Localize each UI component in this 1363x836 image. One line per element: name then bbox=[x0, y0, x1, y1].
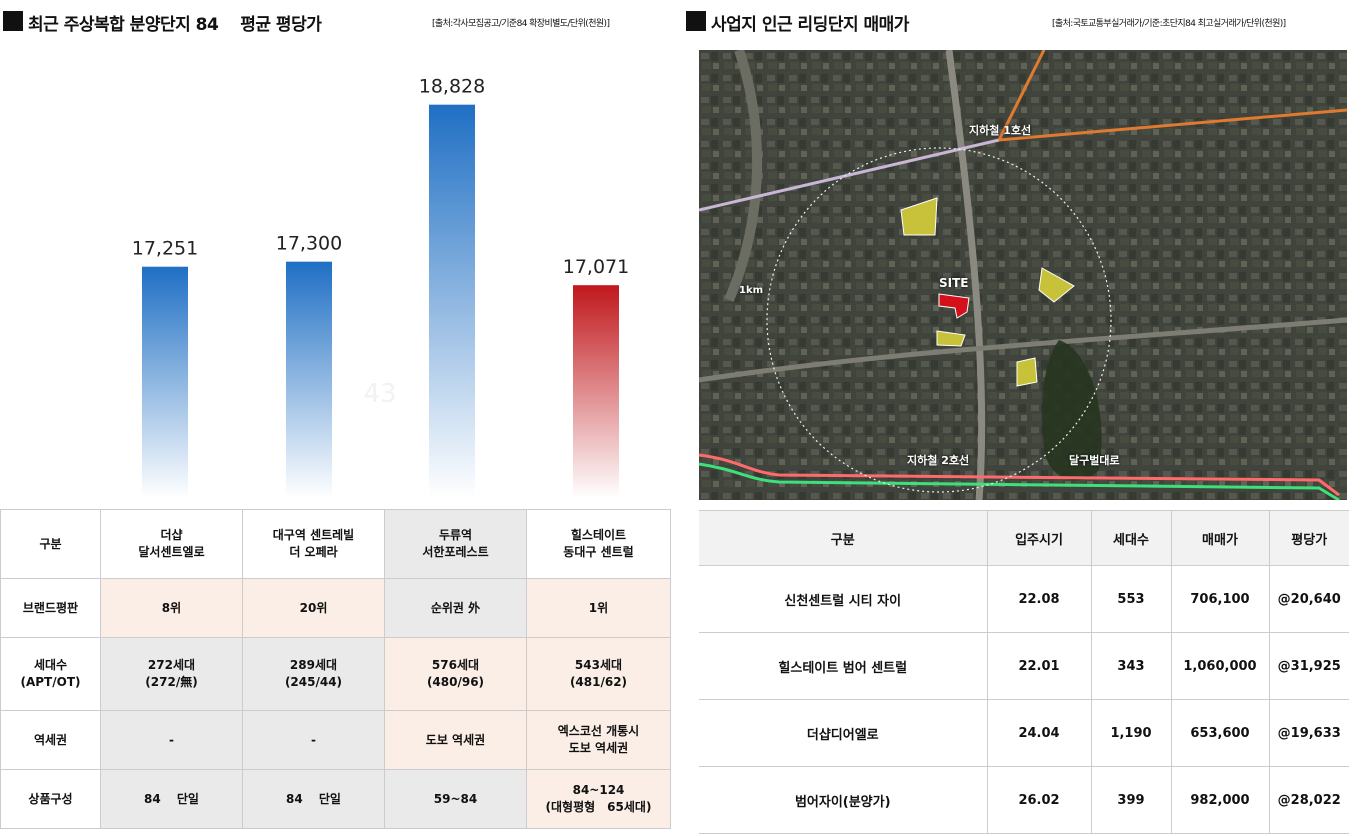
bar-4 bbox=[573, 285, 619, 498]
comparison-cell: 84 단일 bbox=[242, 769, 385, 829]
comparison-row-label: 브랜드평판 bbox=[0, 578, 101, 638]
complex-marker-1 bbox=[900, 197, 938, 236]
subway-line-2 bbox=[699, 453, 1340, 497]
price-header-row: 구분 입주시기 세대수 매매가 평당가 bbox=[699, 510, 1349, 566]
left-source: [출처:각사모집공고/기준84 확장비별도/단위(천원)] bbox=[432, 19, 610, 29]
comparison-cell: 84 단일 bbox=[100, 769, 243, 829]
ghost-watermark-label: 43 bbox=[363, 379, 396, 409]
price-header-cell: 구분 bbox=[699, 510, 987, 566]
price-cell: 신천센트럴 시티 자이 bbox=[699, 565, 987, 633]
price-row: 더샵디어엘로 24.04 1,190 653,600 @19,633 bbox=[699, 699, 1349, 767]
label-subway-2: 지하철 2호선 bbox=[907, 454, 970, 467]
subway-line-1-east bbox=[998, 108, 1347, 142]
map-image bbox=[699, 50, 1347, 500]
comparison-cell: 도보 역세권 bbox=[384, 710, 527, 770]
comparison-row: 역세권 - - 도보 역세권 엑스코선 개통시 도보 역세권 bbox=[0, 710, 671, 770]
right-source: [출처:국토교통부실거래가/기준:초단지84 최고실거래가/단위(천원)] bbox=[1052, 19, 1286, 29]
complex-marker-2 bbox=[1038, 267, 1075, 303]
price-cell: @31,925 bbox=[1268, 632, 1349, 700]
comparison-header-cell: 더샵 달서센트엘로 bbox=[100, 509, 243, 579]
complex-marker-4 bbox=[1016, 357, 1038, 387]
price-cell: 범어자이(분양가) bbox=[699, 766, 987, 834]
comparison-row: 브랜드평판 8위 20위 순위권 外 1위 bbox=[0, 578, 671, 638]
label-road: 달구벌대로 bbox=[1069, 454, 1120, 467]
bar-2 bbox=[286, 261, 332, 498]
price-cell: 982,000 bbox=[1170, 766, 1269, 834]
price-cell: 553 bbox=[1090, 565, 1171, 633]
price-cell: 힐스테이트 범어 센트럴 bbox=[699, 632, 987, 700]
comparison-row: 세대수 (APT/OT) 272세대 (272/無) 289세대 (245/44) 5… bbox=[0, 637, 671, 711]
comparison-header-cell: 힐스테이트 동대구 센트럴 bbox=[526, 509, 671, 579]
price-cell: 1,190 bbox=[1090, 699, 1171, 767]
comparison-header-cell: 대구역 센트레빌 더 오페라 bbox=[242, 509, 385, 579]
bar-value-label: 17,300 bbox=[276, 233, 342, 255]
price-cell: 1,060,000 bbox=[1170, 632, 1269, 700]
price-cell: @20,640 bbox=[1268, 565, 1349, 633]
price-cell: 653,600 bbox=[1170, 699, 1269, 767]
comparison-cell: 289세대 (245/44) bbox=[242, 637, 385, 711]
comparison-cell: 576세대 (480/96) bbox=[384, 637, 527, 711]
comparison-table: 구분 더샵 달서센트엘로 대구역 센트레빌 더 오페라 두류역 서한포레스트 힐스테이트… bbox=[0, 509, 671, 829]
comparison-header-cell: 구분 bbox=[0, 509, 101, 579]
price-cell: @28,022 bbox=[1268, 766, 1349, 834]
title-marker-left bbox=[3, 11, 23, 31]
comparison-cell: 엑스코선 개통시 도보 역세권 bbox=[526, 710, 671, 770]
comparison-header-cell: 두류역 서한포레스트 bbox=[384, 509, 527, 579]
comparison-row: 상품구성 84 단일 84 단일 59~84 84~124 (대형평형 65세대) bbox=[0, 769, 671, 829]
road-vertical bbox=[945, 50, 986, 500]
bar-1 bbox=[142, 266, 188, 498]
dalgubeol-road bbox=[699, 462, 1340, 500]
site-marker bbox=[938, 293, 970, 319]
comparison-cell: 543세대 (481/62) bbox=[526, 637, 671, 711]
bar-3 bbox=[429, 104, 475, 498]
right-title: 사업지 인근 리딩단지 매매가 bbox=[711, 15, 909, 35]
price-cell: 399 bbox=[1090, 766, 1171, 834]
price-cell: 22.01 bbox=[986, 632, 1091, 700]
comparison-cell: 8위 bbox=[100, 578, 243, 638]
price-cell: @19,633 bbox=[1268, 699, 1349, 767]
comparison-row-label: 세대수 (APT/OT) bbox=[0, 637, 101, 711]
comparison-cell: 59~84 bbox=[384, 769, 527, 829]
comparison-row-label: 상품구성 bbox=[0, 769, 101, 829]
bar-value-label: 18,828 bbox=[419, 76, 485, 98]
comparison-cell: - bbox=[100, 710, 243, 770]
comparison-cell: 272세대 (272/無) bbox=[100, 637, 243, 711]
price-header-cell: 세대수 bbox=[1090, 510, 1171, 566]
price-header-cell: 평당가 bbox=[1268, 510, 1349, 566]
price-row: 범어자이(분양가) 26.02 399 982,000 @28,022 bbox=[699, 766, 1349, 834]
comparison-cell: 1위 bbox=[526, 578, 671, 638]
bar-value-label: 17,071 bbox=[563, 256, 629, 278]
price-header-cell: 매매가 bbox=[1170, 510, 1269, 566]
left-title: 최근 주상복합 분양단지 84 평균 평당가 bbox=[28, 15, 322, 35]
price-row: 신천센트럴 시티 자이 22.08 553 706,100 @20,640 bbox=[699, 565, 1349, 633]
subway-line-1-west bbox=[699, 138, 1000, 212]
price-cell: 26.02 bbox=[986, 766, 1091, 834]
price-cell: 343 bbox=[1090, 632, 1171, 700]
nearby-price-table: 구분 입주시기 세대수 매매가 평당가 신천센트럴 시티 자이 22.08 553 706,10… bbox=[699, 510, 1349, 834]
complex-marker-3 bbox=[936, 330, 966, 347]
price-cell: 22.08 bbox=[986, 565, 1091, 633]
price-cell: 24.04 bbox=[986, 699, 1091, 767]
title-marker-right bbox=[686, 11, 706, 31]
comparison-row-label: 역세권 bbox=[0, 710, 101, 770]
comparison-cell: 20위 bbox=[242, 578, 385, 638]
radius-1km-circle bbox=[766, 147, 1112, 493]
comparison-cell: - bbox=[242, 710, 385, 770]
satellite-map[interactable]: 지하철 1호선 지하철 2호선 달구벌대로 SITE 1km bbox=[699, 50, 1347, 500]
label-subway-1: 지하철 1호선 bbox=[969, 124, 1032, 137]
comparison-cell: 순위권 外 bbox=[384, 578, 527, 638]
label-site: SITE bbox=[939, 276, 969, 290]
price-cell: 706,100 bbox=[1170, 565, 1269, 633]
price-cell: 더샵디어엘로 bbox=[699, 699, 987, 767]
price-header-cell: 입주시기 bbox=[986, 510, 1091, 566]
comparison-header-row: 구분 더샵 달서센트엘로 대구역 센트레빌 더 오페라 두류역 서한포레스트 힐스테이트… bbox=[0, 509, 671, 579]
bar-value-label: 17,251 bbox=[132, 238, 198, 260]
price-bar-chart: 17,251 17,300 18,828 17,071 43 bbox=[132, 76, 629, 498]
comparison-cell: 84~124 (대형평형 65세대) bbox=[526, 769, 671, 829]
label-radius: 1km bbox=[739, 285, 764, 296]
price-row: 힐스테이트 범어 센트럴 22.01 343 1,060,000 @31,925 bbox=[699, 632, 1349, 700]
